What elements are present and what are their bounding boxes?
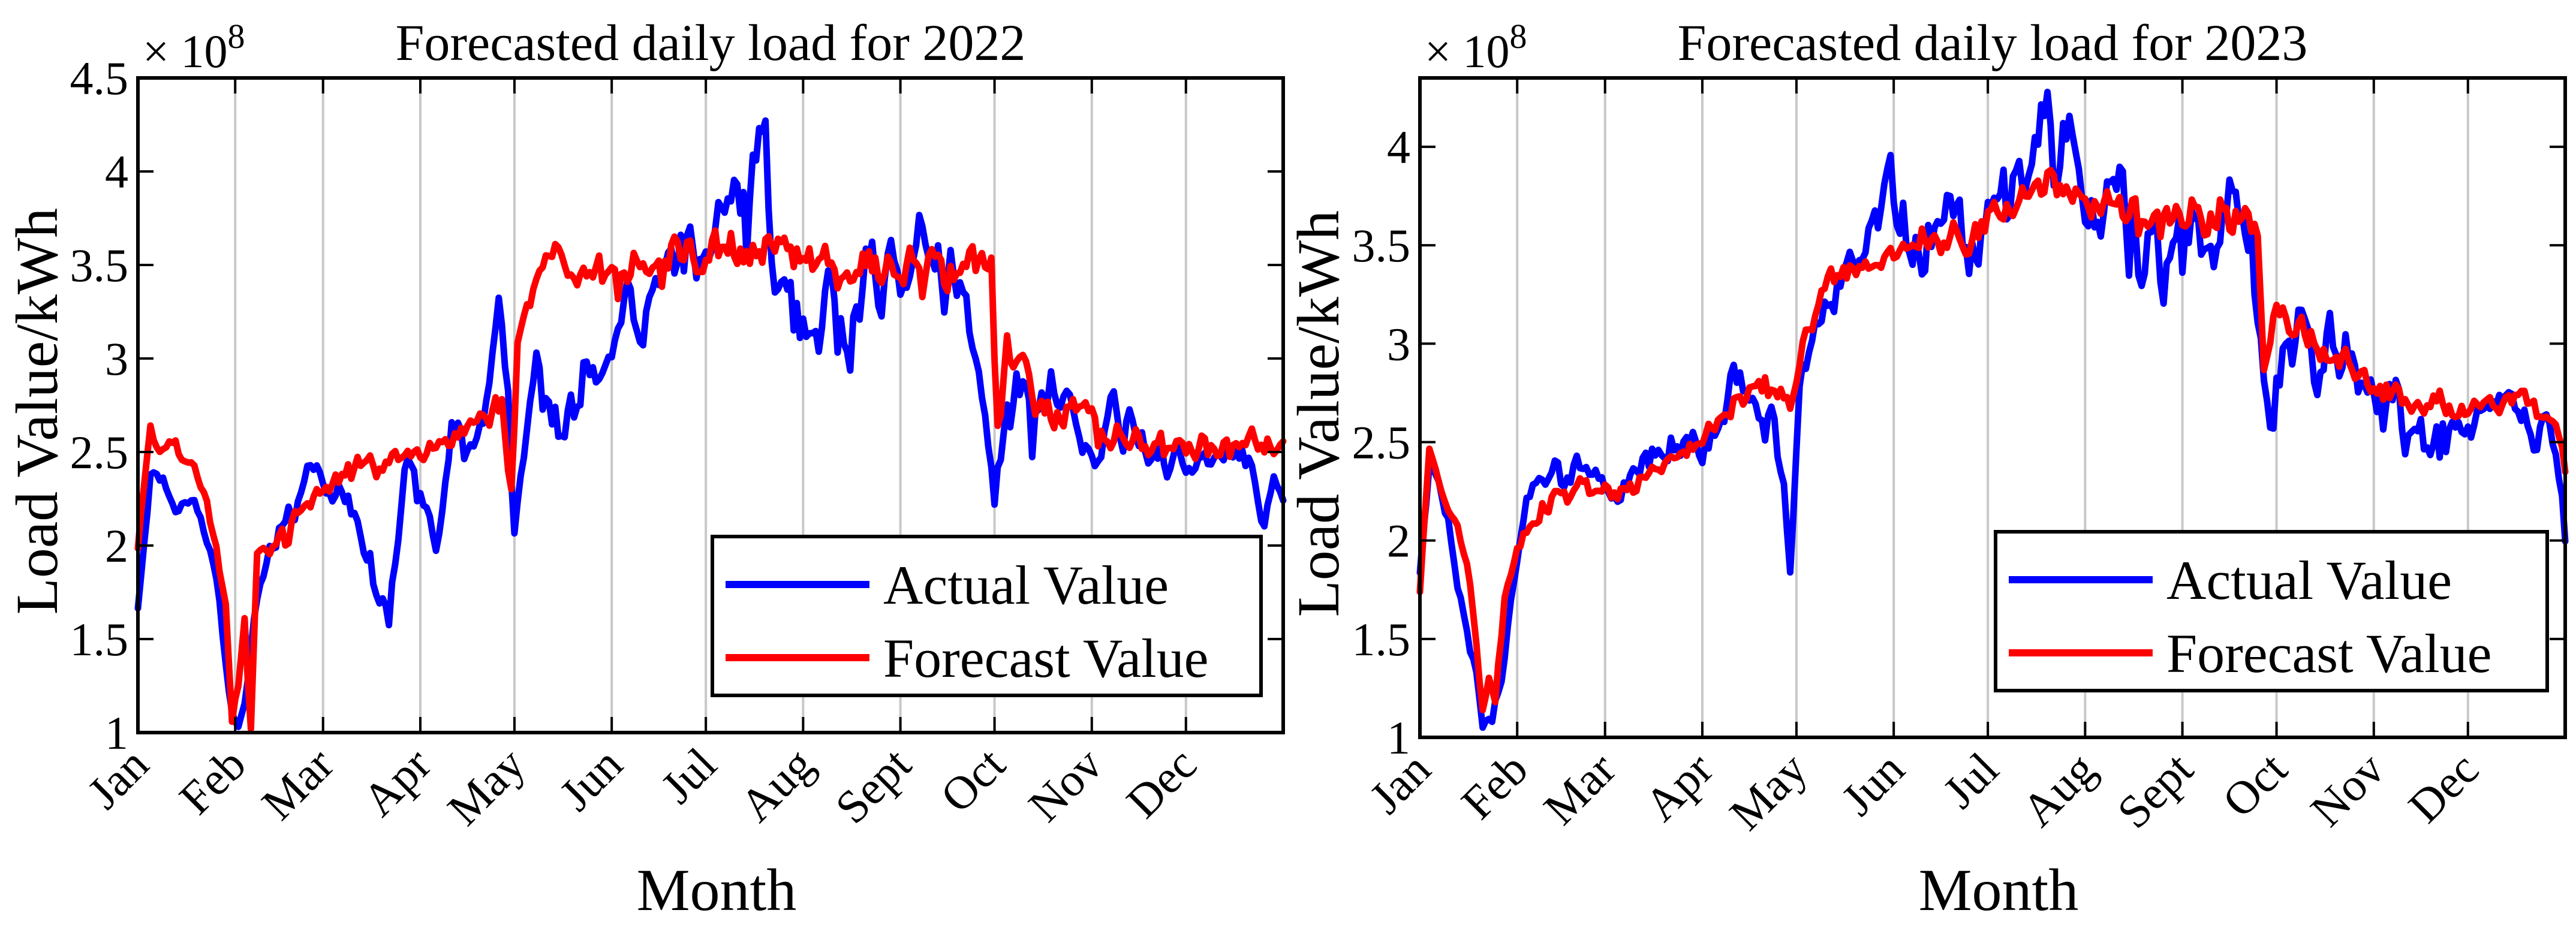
- x-tick-label-jan: Jan: [77, 738, 158, 819]
- x-tick-label-jun: Jun: [549, 738, 632, 821]
- exponent-base: × 10: [1425, 25, 1510, 77]
- exponent-power: 8: [228, 17, 245, 56]
- x-tick-label-jan: Jan: [1359, 743, 1440, 824]
- x-tick-label-jun: Jun: [1831, 743, 1914, 825]
- x-tick-label-jul: Jul: [1933, 743, 2008, 818]
- y-tick-label: 4: [105, 146, 128, 198]
- chart-title: Forecasted daily load for 2023: [1678, 14, 2308, 71]
- x-tick-label-mar: Mar: [251, 737, 343, 829]
- legend-box: [1994, 530, 2549, 692]
- y-tick-label: 4: [1387, 121, 1410, 173]
- x-tick-label-sept: Sept: [2107, 742, 2203, 838]
- y-tick-label: 2.5: [70, 426, 129, 478]
- x-tick-label-oct: Oct: [930, 737, 1015, 822]
- x-axis-label: Month: [637, 857, 797, 923]
- x-tick-label-feb: Feb: [1451, 743, 1537, 829]
- y-tick-label: 3.5: [1352, 219, 1411, 272]
- y-tick-label: 3: [1387, 318, 1410, 370]
- x-tick-label-dec: Dec: [2398, 743, 2488, 833]
- legend-box: [711, 535, 1263, 697]
- y-tick-label: 2: [105, 520, 128, 572]
- y-tick-label: 2: [1387, 515, 1410, 567]
- legend: Actual Value Forecast Value: [711, 535, 1263, 697]
- legend-label-forecast: Forecast Value: [883, 628, 1208, 689]
- x-tick-label-jul: Jul: [651, 738, 726, 814]
- x-tick-label-sept: Sept: [825, 737, 921, 833]
- forecast-value-line: [1416, 167, 2569, 713]
- y-tick-label: 4.5: [70, 52, 129, 104]
- forecast-value-line: [134, 227, 1287, 733]
- axes-box: [136, 76, 1285, 734]
- x-tick-label-feb: Feb: [169, 738, 255, 824]
- y-tick-label: 2.5: [1352, 416, 1411, 468]
- x-tick-label-may: May: [437, 738, 535, 836]
- x-tick-label-apr: Apr: [353, 737, 441, 825]
- y-tick-label: 3: [105, 333, 128, 385]
- x-tick-label-nov: Nov: [2300, 743, 2394, 837]
- x-tick-label-aug: Aug: [2012, 743, 2106, 837]
- x-axis-label: Month: [1919, 857, 2079, 923]
- y-axis-exponent: × 108: [143, 17, 245, 77]
- exponent-base: × 10: [143, 25, 228, 77]
- axes-box: [1418, 76, 2567, 739]
- x-tick-label-may: May: [1719, 743, 1817, 840]
- x-tick-label-dec: Dec: [1116, 738, 1206, 828]
- x-tick-label-apr: Apr: [1635, 742, 1723, 830]
- x-tick-label-mar: Mar: [1533, 742, 1625, 834]
- legend: Actual Value Forecast Value: [1994, 530, 2549, 692]
- y-tick-label: 1.5: [1352, 613, 1411, 665]
- y-axis-label: Load Value/kWh: [4, 208, 70, 615]
- legend-label-actual: Actual Value: [883, 555, 1169, 616]
- y-axis-exponent: × 108: [1425, 17, 1527, 77]
- y-tick-label: 1: [1387, 712, 1410, 764]
- legend-label-actual: Actual Value: [2166, 550, 2452, 611]
- chart-title: Forecasted daily load for 2022: [396, 14, 1026, 71]
- legend-label-forecast: Forecast Value: [2166, 623, 2491, 684]
- x-tick-label-aug: Aug: [730, 738, 824, 832]
- y-tick-label: 3.5: [70, 239, 129, 291]
- x-tick-label-nov: Nov: [1018, 738, 1112, 832]
- y-tick-label: 1: [105, 707, 128, 759]
- exponent-power: 8: [1510, 17, 1527, 56]
- y-axis-label: Load Value/kWh: [1285, 210, 1352, 617]
- y-tick-label: 1.5: [70, 613, 129, 665]
- x-tick-label-oct: Oct: [2212, 742, 2297, 827]
